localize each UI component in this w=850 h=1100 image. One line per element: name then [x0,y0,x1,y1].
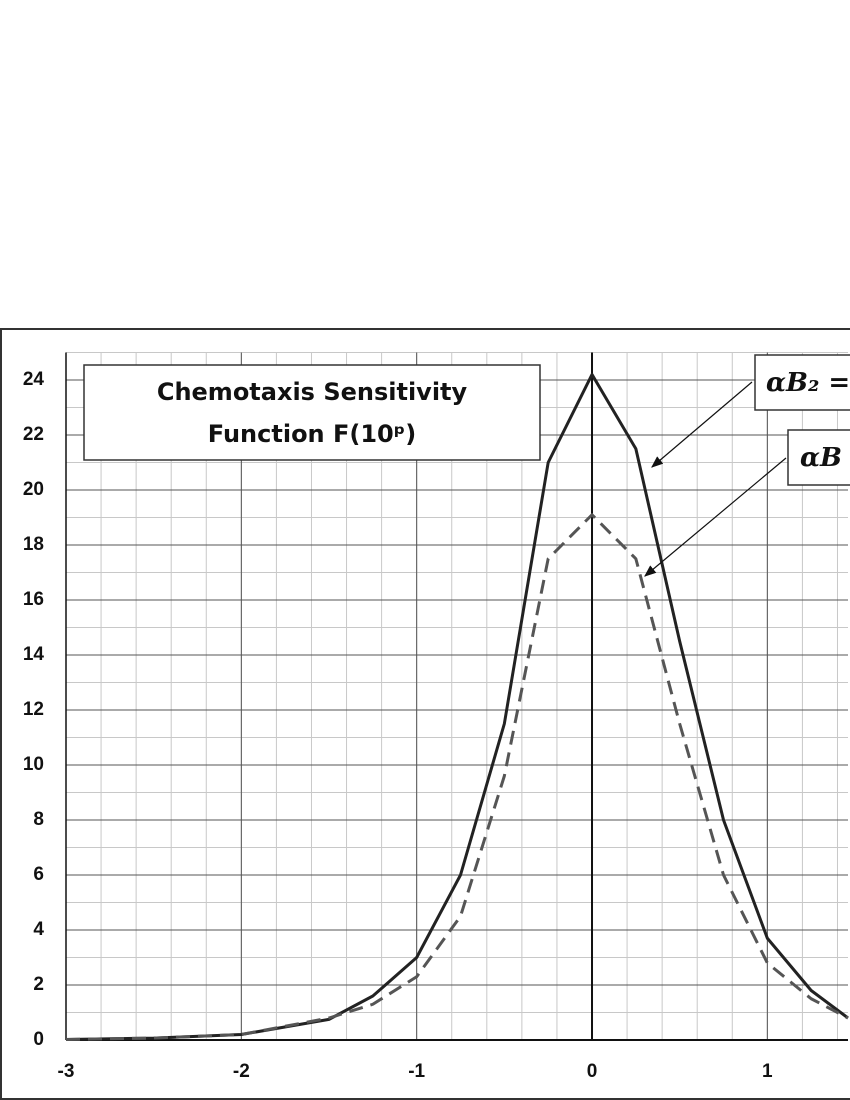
arrow [644,457,787,577]
y-tick-label: 12 [23,699,44,720]
y-tick-label: 0 [33,1029,44,1050]
y-tick-label: 20 [23,479,44,500]
annotation-box [787,429,850,486]
y-tick-label: 16 [23,589,44,610]
y-tick-label: 4 [33,919,44,940]
plot [65,373,849,1041]
line-series [65,373,849,1041]
y-tick-label: 18 [23,534,44,555]
x-tick-label: 0 [587,1061,598,1082]
arrow [651,381,753,468]
annotation: αB₂ = [766,368,850,398]
y-tick-label: 6 [33,864,44,885]
x-tick-label: -3 [58,1061,75,1082]
annotation-box [754,354,850,411]
y-tick-label: 22 [23,424,44,445]
line-series [65,513,849,1041]
x-tick-label: -1 [408,1061,425,1082]
y-tick-label: 14 [23,644,45,665]
x-tick-label: 1 [762,1061,773,1082]
y-tick-label: 24 [23,369,45,390]
grid [65,352,848,1041]
x-tick-label: -2 [233,1061,250,1082]
title-box [83,364,541,461]
chart-title: Function F(10ᵖ) [208,420,416,448]
y-tick-label: 8 [33,809,44,830]
y-tick-label: 10 [23,754,44,775]
y-tick-label: 2 [33,974,44,995]
chart-title: Chemotaxis Sensitivity [157,378,468,406]
annotation: αB [800,443,842,473]
